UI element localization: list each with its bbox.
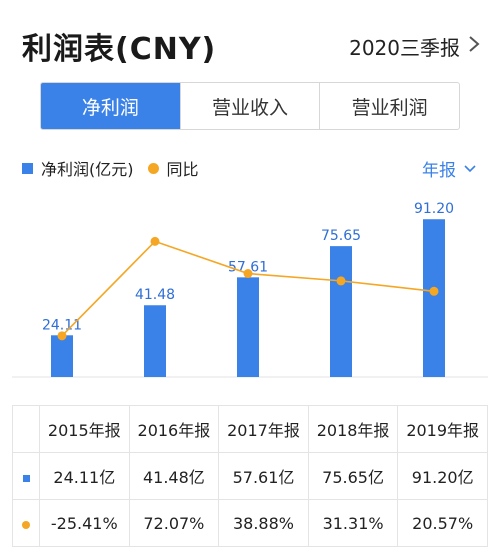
metric-tabs: 净利润 营业收入 营业利润 <box>40 82 460 130</box>
frequency-label: 年报 <box>422 161 456 181</box>
table-cell: 75.65亿 <box>307 452 399 500</box>
bar-2016年报 <box>144 305 166 377</box>
bar-value-label: 41.48 <box>135 287 175 303</box>
table-header-row: 2015年报 2016年报 2017年报 2018年报 2019年报 <box>12 405 488 453</box>
table-cell: 57.61亿 <box>218 452 309 500</box>
chevron-right-icon[interactable] <box>466 34 482 54</box>
bar-value-label: 75.65 <box>321 228 361 244</box>
bar-2017年报 <box>237 277 259 377</box>
table-corner <box>12 405 40 453</box>
profit-chart: 24.11 41.48 57.61 75.65 91.20 <box>12 201 488 378</box>
bar-legend-swatch <box>22 162 33 174</box>
chart-legend: 净利润(亿元) 同比 <box>22 156 199 180</box>
table-cell: 91.20亿 <box>397 452 488 500</box>
line-legend-label: 同比 <box>166 160 199 179</box>
tab-revenue[interactable]: 营业收入 <box>179 83 320 129</box>
table-header: 2015年报 <box>39 405 130 453</box>
table-cell: 72.07% <box>128 499 220 547</box>
table-cell: 41.48亿 <box>128 452 220 500</box>
table-row-yoy: -25.41% 72.07% 38.88% 31.31% 20.57% <box>12 499 488 547</box>
tab-operating-profit[interactable]: 营业利润 <box>319 83 459 129</box>
line-legend-swatch <box>147 162 159 174</box>
header: 利润表(CNY) 2020三季报 <box>0 0 500 78</box>
page-title: 利润表(CNY) <box>22 32 217 67</box>
period-selector[interactable]: 2020三季报 <box>349 36 460 60</box>
table-cell: -25.41% <box>39 499 130 547</box>
table-header: 2017年报 <box>218 405 309 453</box>
table-cell: 20.57% <box>397 499 488 547</box>
line-row-marker <box>12 499 40 547</box>
table-cell: 31.31% <box>307 499 399 547</box>
chevron-down-icon <box>464 164 476 172</box>
bar-legend-label: 净利润(亿元) <box>41 160 134 179</box>
table-row-profit: 24.11亿 41.48亿 57.61亿 75.65亿 91.20亿 <box>12 452 488 500</box>
bar-row-marker <box>12 452 40 500</box>
yoy-point <box>57 331 67 341</box>
table-header: 2019年报 <box>397 405 488 453</box>
table-header: 2016年报 <box>128 405 220 453</box>
yoy-point <box>429 286 439 296</box>
bar-2019年报 <box>423 219 445 377</box>
bar-value-label: 57.61 <box>228 259 268 275</box>
table-header: 2018年报 <box>307 405 399 453</box>
table-cell: 38.88% <box>218 499 309 547</box>
bar-2018年报 <box>330 246 352 377</box>
yoy-point <box>243 269 253 279</box>
table-cell: 24.11亿 <box>39 452 130 500</box>
yoy-point <box>150 236 160 246</box>
bar-2015年报 <box>51 335 73 377</box>
tab-net-profit[interactable]: 净利润 <box>41 83 180 129</box>
frequency-selector[interactable]: 年报 <box>422 156 476 181</box>
bar-value-label: 91.20 <box>414 201 454 217</box>
bar-value-label: 24.11 <box>42 317 82 333</box>
data-table: 2015年报 2016年报 2017年报 2018年报 2019年报 24.11… <box>12 405 488 547</box>
yoy-point <box>336 276 346 286</box>
